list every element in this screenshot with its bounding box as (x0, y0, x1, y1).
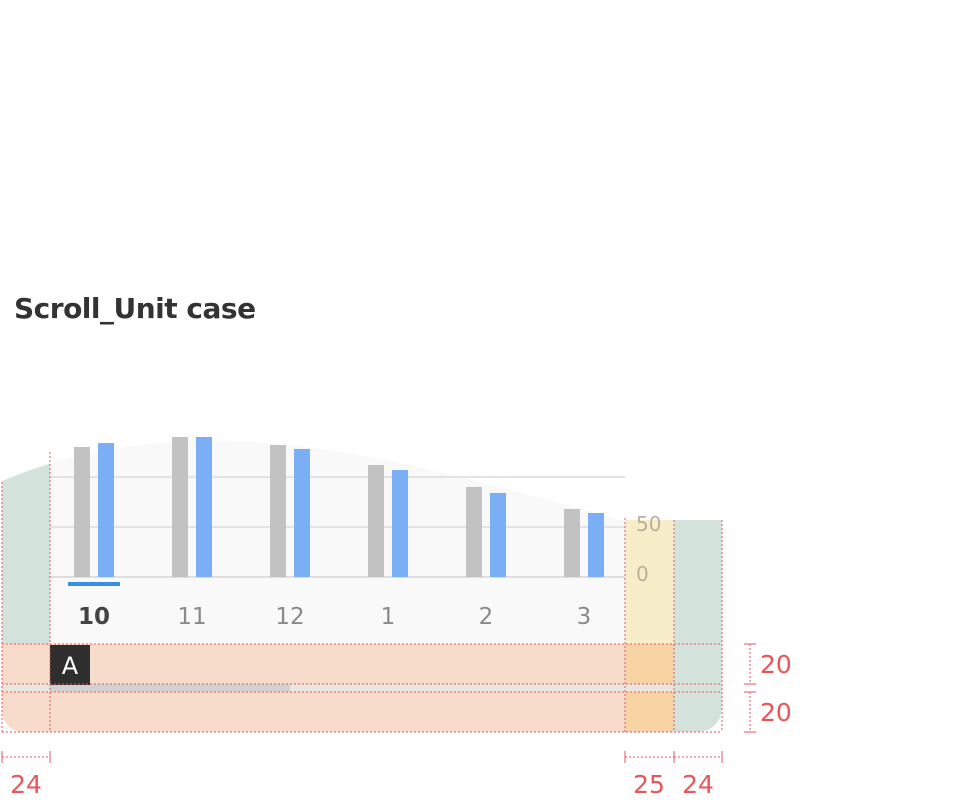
y-tick-label: 50 (636, 512, 661, 536)
bar-gray-3 (564, 509, 580, 577)
label-zone (2, 644, 674, 684)
bar-blue-2 (490, 493, 506, 577)
bar-gray-1 (368, 465, 384, 577)
scroll-label-marker (50, 645, 90, 685)
guide-lines (1, 452, 723, 733)
bar-group (74, 437, 604, 577)
x-axis-labels: 10 11 12 1 2 3 (78, 604, 591, 630)
bar-gray-10 (74, 447, 90, 577)
bar-gray-12 (270, 445, 286, 577)
x-tick-label[interactable]: 10 (78, 604, 110, 630)
left-margin-measure: 24 (10, 770, 42, 799)
scroll-label-text: A (62, 652, 79, 680)
bar-gray-11 (172, 437, 188, 577)
page-title: Scroll_Unit case (14, 292, 256, 325)
bar-blue-3 (588, 513, 604, 577)
scroll-zone (2, 692, 674, 732)
y-axis-zone (625, 441, 674, 644)
bar-blue-12 (294, 449, 310, 577)
scroll-track (2, 684, 674, 692)
selected-indicator (68, 582, 120, 586)
right-margin-zone (674, 441, 722, 732)
axis-width-measure: 25 (633, 770, 665, 799)
bar-blue-10 (98, 443, 114, 577)
x-tick-label[interactable]: 11 (177, 604, 206, 630)
scroll-axis-overlap (625, 692, 674, 732)
bar-blue-11 (196, 437, 212, 577)
x-tick-label[interactable]: 2 (479, 604, 494, 630)
label-axis-overlap (625, 644, 674, 684)
y-tick-label: 0 (636, 562, 649, 586)
scroll-height-measure: 20 (760, 698, 792, 727)
horizontal-measures (1, 751, 723, 763)
bar-blue-1 (392, 470, 408, 577)
right-margin-measure: 24 (682, 770, 714, 799)
label-height-measure: 20 (760, 650, 792, 679)
x-tick-label[interactable]: 12 (275, 604, 304, 630)
scrollbar-thumb[interactable] (50, 684, 290, 692)
x-tick-label[interactable]: 3 (577, 604, 592, 630)
vertical-measures (744, 643, 756, 733)
x-tick-label[interactable]: 1 (381, 604, 396, 630)
bar-gray-2 (466, 487, 482, 577)
